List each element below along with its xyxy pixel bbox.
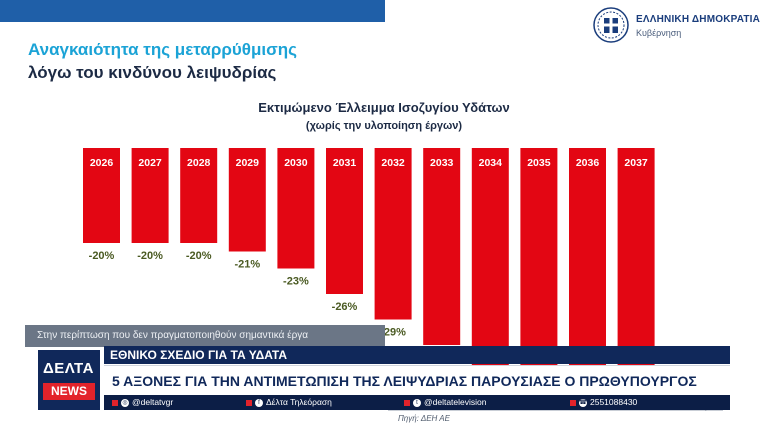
chart-bar <box>228 148 266 252</box>
chart-category-label: 2035 <box>527 157 551 169</box>
chart-data-label: -20% <box>137 250 163 262</box>
chart-category-label: 2033 <box>430 157 454 169</box>
chart-category-label: 2037 <box>624 157 648 169</box>
facebook-handle: Δέλτα Τηλεόραση <box>266 397 332 407</box>
bullet-icon <box>404 399 410 406</box>
ticker-phone: ☎ 2551088430 <box>570 397 637 407</box>
phone-icon: ☎ <box>579 398 587 407</box>
chart-title: Εκτιμώμενο Έλλειμμα Ισοζυγίου Υδάτων <box>258 100 510 115</box>
chart-category-label: 2036 <box>576 157 600 169</box>
chart-data-label: -23% <box>283 276 309 288</box>
ticker-social-bar: ◎ @deltatvgr f Δέλτα Τηλεόραση t @deltatele… <box>104 395 730 410</box>
greek-seal-icon <box>593 7 629 43</box>
ticker-twitter: t @deltatelevision <box>404 397 487 407</box>
org-name: ΕΛΛΗΝΙΚΗ ΔΗΜΟΚΡΑΤΙΑ <box>636 14 761 25</box>
chart-data-label: -29% <box>380 327 406 339</box>
twitter-handle: @deltatelevision <box>424 397 487 407</box>
chart-data-label: -26% <box>332 301 358 313</box>
channel-logo-bottom: NEWS <box>43 383 95 400</box>
chart-category-label: 2027 <box>138 157 162 169</box>
chart-category-label: 2028 <box>187 157 211 169</box>
channel-logo-top: ΔΕΛΤΑ <box>43 360 94 377</box>
chart-data-label: -20% <box>186 250 212 262</box>
footer-rule <box>388 410 723 411</box>
facebook-icon: f <box>255 398 263 407</box>
news-ticker: ΔΕΛΤΑ NEWS ΕΘΝΙΚΟ ΣΧΕΔΙΟ ΓΙΑ ΤΑ ΥΔΑΤΑ 5 … <box>38 346 730 410</box>
source-text: Πηγή: ΔΕΗ ΑΕ <box>398 414 450 423</box>
chart-category-label: 2030 <box>284 157 308 169</box>
bullet-icon <box>246 399 252 406</box>
top-bar <box>0 0 385 22</box>
chart-data-label: -21% <box>234 259 260 271</box>
chart-bar <box>277 148 315 269</box>
chart-data-label: -20% <box>89 250 115 262</box>
chart-bar <box>471 148 509 379</box>
chart-category-label: 2029 <box>236 157 260 169</box>
slide-note-text: Στην περίπτωση που δεν πραγματοποιηθούν … <box>37 330 309 341</box>
bullet-icon <box>570 399 576 406</box>
chart-bar <box>180 148 218 243</box>
chart-bar <box>423 148 461 345</box>
bullet-icon <box>112 399 118 406</box>
chart-category-label: 2031 <box>333 157 357 169</box>
ticker-facebook: f Δέλτα Τηλεόραση <box>246 397 332 407</box>
chart-subtitle: (χωρίς την υλοποίηση έργων) <box>305 120 463 132</box>
twitter-icon: t <box>413 398 421 407</box>
chart-category-label: 2032 <box>381 157 405 169</box>
instagram-icon: ◎ <box>121 398 129 407</box>
chart-category-label: 2034 <box>479 157 503 169</box>
chart-bar <box>83 148 120 243</box>
chart-bar <box>131 148 169 243</box>
ticker-category: ΕΘΝΙΚΟ ΣΧΕΔΙΟ ΓΙΑ ΤΑ ΥΔΑΤΑ <box>104 346 730 364</box>
ticker-instagram: ◎ @deltatvgr <box>112 397 173 407</box>
slide-subtitle: λόγω του κινδύνου λειψυδρίας <box>28 63 277 82</box>
channel-logo: ΔΕΛΤΑ NEWS <box>38 350 100 410</box>
phone-number: 2551088430 <box>590 397 638 407</box>
instagram-handle: @deltatvgr <box>132 397 174 407</box>
chart-category-label: 2026 <box>90 157 114 169</box>
chart-bar <box>326 148 363 294</box>
slide-note: Στην περίπτωση που δεν πραγματοποιηθούν … <box>25 325 385 347</box>
org-subtitle: Κυβέρνηση <box>636 28 682 38</box>
ticker-headline: 5 ΑΞΟΝΕΣ ΓΙΑ ΤΗΝ ΑΝΤΙΜΕΤΩΠΙΣΗ ΤΗΣ ΛΕΙΨΥΔ… <box>104 365 730 395</box>
government-logo: ΕΛΛΗΝΙΚΗ ΔΗΜΟΚΡΑΤΙΑ Κυβέρνηση <box>592 6 760 46</box>
slide-title: Αναγκαιότητα της μεταρρύθμισης <box>28 40 297 59</box>
chart-bar <box>374 148 412 320</box>
